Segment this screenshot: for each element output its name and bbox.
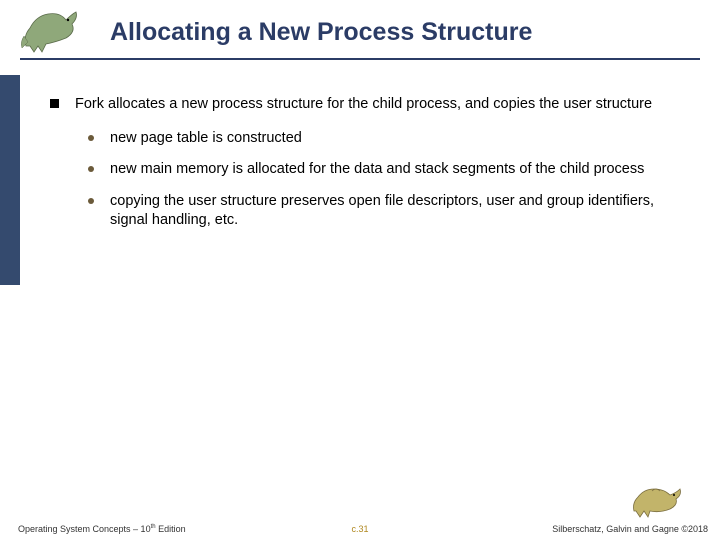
footer-copyright: Silberschatz, Galvin and Gagne ©2018 xyxy=(552,524,708,534)
sub-bullet-text: new page table is constructed xyxy=(110,129,302,149)
slide-title: Allocating a New Process Structure xyxy=(110,18,532,47)
slide-header: Allocating a New Process Structure xyxy=(0,0,720,75)
slide-footer: Operating System Concepts – 10th Edition… xyxy=(0,510,720,540)
title-underline xyxy=(20,58,700,60)
sub-bullet-text: new main memory is allocated for the dat… xyxy=(110,160,644,180)
footer-book-title: Operating System Concepts – 10 xyxy=(18,524,151,534)
slide-content: Fork allocates a new process structure f… xyxy=(50,95,690,243)
square-bullet-icon xyxy=(50,99,59,108)
sub-bullet-row: new main memory is allocated for the dat… xyxy=(88,160,690,180)
sub-bullet-row: copying the user structure preserves ope… xyxy=(88,192,690,231)
left-sidebar-accent xyxy=(0,75,20,285)
sub-bullet-text: copying the user structure preserves ope… xyxy=(110,192,690,231)
dot-bullet-icon xyxy=(88,135,94,141)
main-bullet-text: Fork allocates a new process structure f… xyxy=(75,95,652,115)
sub-bullet-list: new page table is constructed new main m… xyxy=(88,129,690,231)
footer-edition-suffix: Edition xyxy=(156,524,186,534)
dinosaur-top-icon xyxy=(18,6,88,54)
footer-page-number: c.31 xyxy=(351,524,368,534)
sub-bullet-row: new page table is constructed xyxy=(88,129,690,149)
dot-bullet-icon xyxy=(88,198,94,204)
main-bullet-row: Fork allocates a new process structure f… xyxy=(50,95,690,115)
dot-bullet-icon xyxy=(88,166,94,172)
footer-left-text: Operating System Concepts – 10th Edition xyxy=(18,524,186,534)
